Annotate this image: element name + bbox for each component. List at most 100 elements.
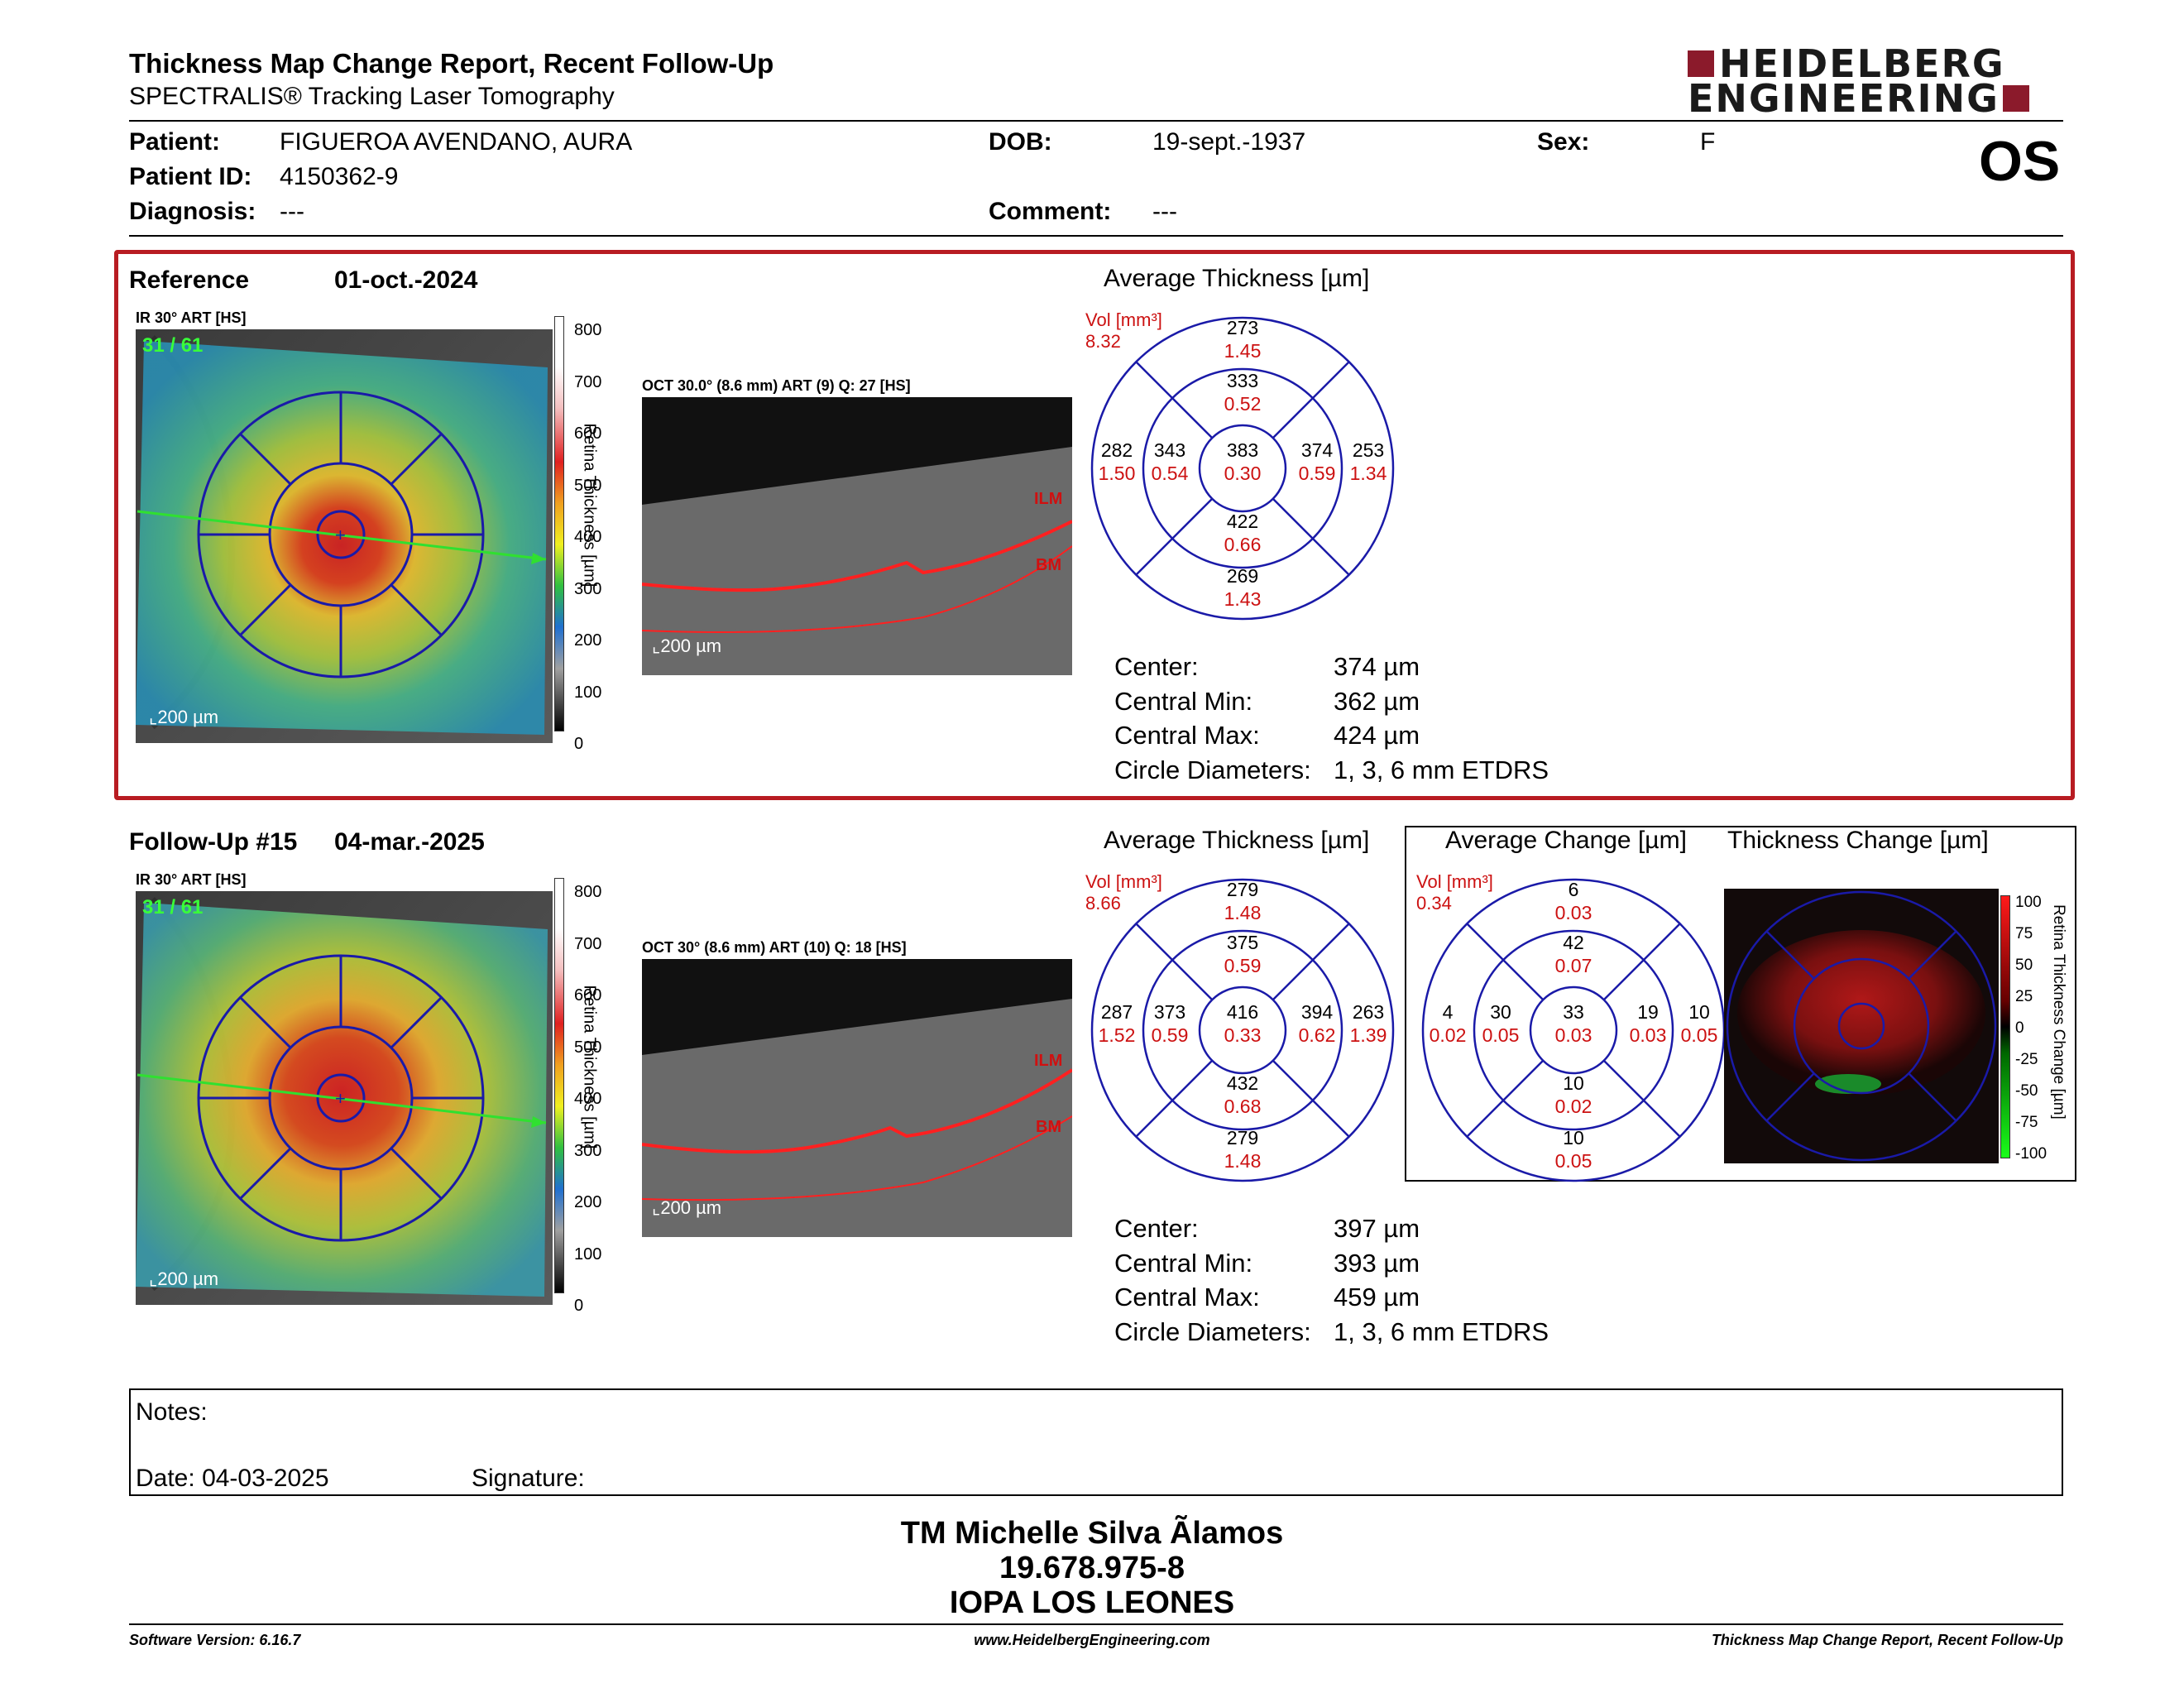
volume-value: 0.07 xyxy=(1554,955,1592,976)
logo-square-icon xyxy=(2002,85,2029,112)
thickness-change-title: Thickness Change [µm] xyxy=(1727,827,1989,854)
change-colorbar-label: Retina Thickness Change [µm] xyxy=(2050,904,2067,1120)
change-panel xyxy=(1405,826,2076,1182)
vol-unit: Vol [mm³] xyxy=(1085,871,1162,892)
diagnosis-value: --- xyxy=(280,198,304,225)
change-value: 6 xyxy=(1568,879,1579,900)
oct-scale-label: 200 µm xyxy=(660,635,722,656)
volume-value: 0.03 xyxy=(1554,1024,1592,1046)
notes-box xyxy=(129,1388,2063,1496)
thickness-value: 373 xyxy=(1153,1001,1186,1023)
etdrs-grid xyxy=(1090,878,1395,1182)
stats-labels: Center: Central Min: Central Max: Circle… xyxy=(1114,1211,1311,1349)
vol-unit: Vol [mm³] xyxy=(1085,309,1162,330)
volume-value: 0.59 xyxy=(1298,463,1336,484)
signature-label: Signature: xyxy=(472,1465,585,1492)
signer-id: 19.678.975-8 xyxy=(999,1551,1185,1585)
colorbar-tick: 800 xyxy=(574,321,602,339)
change-values: 6 0.03 42 0.07 4 0.02 30 0.05 33 0.03 19 0.03 … xyxy=(1420,876,1727,1184)
bm-label: BM xyxy=(1036,1118,1062,1136)
volume-value: 0.05 xyxy=(1482,1024,1520,1046)
vol-total: 0.34 xyxy=(1416,893,1452,914)
brand-logo-line2: ENGINEERING xyxy=(1688,76,2029,121)
oct-scale-bar: ⌞200 µm xyxy=(652,1197,722,1218)
volume-value: 1.52 xyxy=(1098,1024,1136,1046)
logo-text-line2: ENGINEERING xyxy=(1688,76,2000,121)
logo-text-line1: HEIDELBERG xyxy=(1719,41,2005,86)
stats-values: 374 µm 362 µm 424 µm 1, 3, 6 mm ETDRS xyxy=(1334,650,1549,787)
diagnosis-label: Diagnosis: xyxy=(129,198,256,225)
etdrs-overlay: + xyxy=(136,954,547,1242)
central-min-value: 393 µm xyxy=(1334,1248,1420,1278)
followup-label: Follow-Up #15 xyxy=(129,828,298,856)
volume-value: 1.34 xyxy=(1349,463,1387,484)
colorbar-tick: 600 xyxy=(574,424,602,443)
colorbar-label: Retina Thickness [µm] xyxy=(580,985,599,1149)
volume-value: 1.43 xyxy=(1224,588,1262,610)
volume-value: 1.48 xyxy=(1224,902,1262,923)
header-divider xyxy=(129,120,2063,122)
colorbar-tick: 800 xyxy=(574,883,602,901)
circle-diameters-value: 1, 3, 6 mm ETDRS xyxy=(1334,1316,1549,1346)
colorbar-tick: 25 xyxy=(2015,988,2033,1005)
colorbar-tick: 400 xyxy=(574,1090,602,1108)
colorbar-tick: 50 xyxy=(2015,957,2033,974)
reference-label: Reference xyxy=(129,266,250,294)
date-label-text: Date: xyxy=(136,1465,195,1492)
colorbar-tick: 700 xyxy=(574,934,602,953)
colorbar-tick: 400 xyxy=(574,528,602,546)
vol-total: 8.32 xyxy=(1085,331,1121,352)
stats-labels: Center: Central Min: Central Max: Circle… xyxy=(1114,650,1311,787)
colorbar-tick: 100 xyxy=(574,683,602,702)
footer-divider xyxy=(129,1623,2063,1625)
colorbar-tick: -75 xyxy=(2015,1114,2038,1131)
volume-value: 0.05 xyxy=(1680,1024,1718,1046)
thickness-value: 394 xyxy=(1300,1001,1334,1023)
patient-id: 4150362-9 xyxy=(280,163,399,190)
patient-name: FIGUEROA AVENDANO, AURA xyxy=(280,128,633,156)
colorbar-tick: 300 xyxy=(574,1141,602,1160)
central-min-label: Central Min: xyxy=(1114,686,1253,716)
thickness-value: 375 xyxy=(1226,932,1259,953)
volume-value: 0.52 xyxy=(1224,393,1262,415)
patient-divider xyxy=(129,235,2063,237)
avg-thickness-title: Average Thickness [µm] xyxy=(1104,827,1370,854)
colorbar-tick: 500 xyxy=(574,1038,602,1057)
change-value: 10 xyxy=(1563,1072,1584,1094)
center-label: Center: xyxy=(1114,1214,1199,1243)
signer-institution: IOPA LOS LEONES xyxy=(949,1585,1235,1620)
thickness-value: 279 xyxy=(1226,879,1259,900)
volume-value: 0.02 xyxy=(1429,1024,1467,1046)
thickness-value: 263 xyxy=(1352,1001,1385,1023)
ir-scale-bar: ⌞200 µm xyxy=(149,707,219,727)
colorbar-tick: 200 xyxy=(574,1193,602,1211)
thickness-value: 383 xyxy=(1226,439,1259,461)
thickness-value: 374 xyxy=(1300,439,1334,461)
thickness-value: 422 xyxy=(1226,511,1259,532)
thickness-value: 287 xyxy=(1100,1001,1133,1023)
change-value: 10 xyxy=(1688,1001,1710,1023)
volume-value: 0.03 xyxy=(1629,1024,1667,1046)
volume-label: Vol [mm³] 0.34 xyxy=(1416,871,1493,914)
thickness-value: 279 xyxy=(1226,1127,1259,1149)
volume-value: 0.02 xyxy=(1554,1096,1592,1117)
ir-scale-label: 200 µm xyxy=(157,1268,219,1289)
central-max-value: 424 µm xyxy=(1334,721,1420,750)
oct-scale-bar: ⌞200 µm xyxy=(652,635,722,656)
stats-values: 397 µm 393 µm 459 µm 1, 3, 6 mm ETDRS xyxy=(1334,1211,1549,1349)
center-label: Center: xyxy=(1114,652,1199,681)
footer-report-name: Thickness Map Change Report, Recent Foll… xyxy=(1711,1632,2063,1648)
website-link[interactable]: www.HeidelbergEngineering.com xyxy=(974,1632,1210,1648)
change-value: 30 xyxy=(1490,1001,1511,1023)
colorbar-tick: -25 xyxy=(2015,1051,2038,1068)
reference-section xyxy=(114,250,2075,800)
avg-change-title: Average Change [µm] xyxy=(1445,827,1687,854)
followup-date: 04-mar.-2025 xyxy=(334,828,485,856)
ir-scale-bar: ⌞200 µm xyxy=(149,1268,219,1289)
colorbar-tick: 300 xyxy=(574,579,602,598)
central-max-value: 459 µm xyxy=(1334,1283,1420,1312)
volume-value: 1.39 xyxy=(1349,1024,1387,1046)
central-min-value: 362 µm xyxy=(1334,686,1420,716)
center-value: 374 µm xyxy=(1334,652,1420,681)
central-max-label: Central Max: xyxy=(1114,1283,1260,1312)
